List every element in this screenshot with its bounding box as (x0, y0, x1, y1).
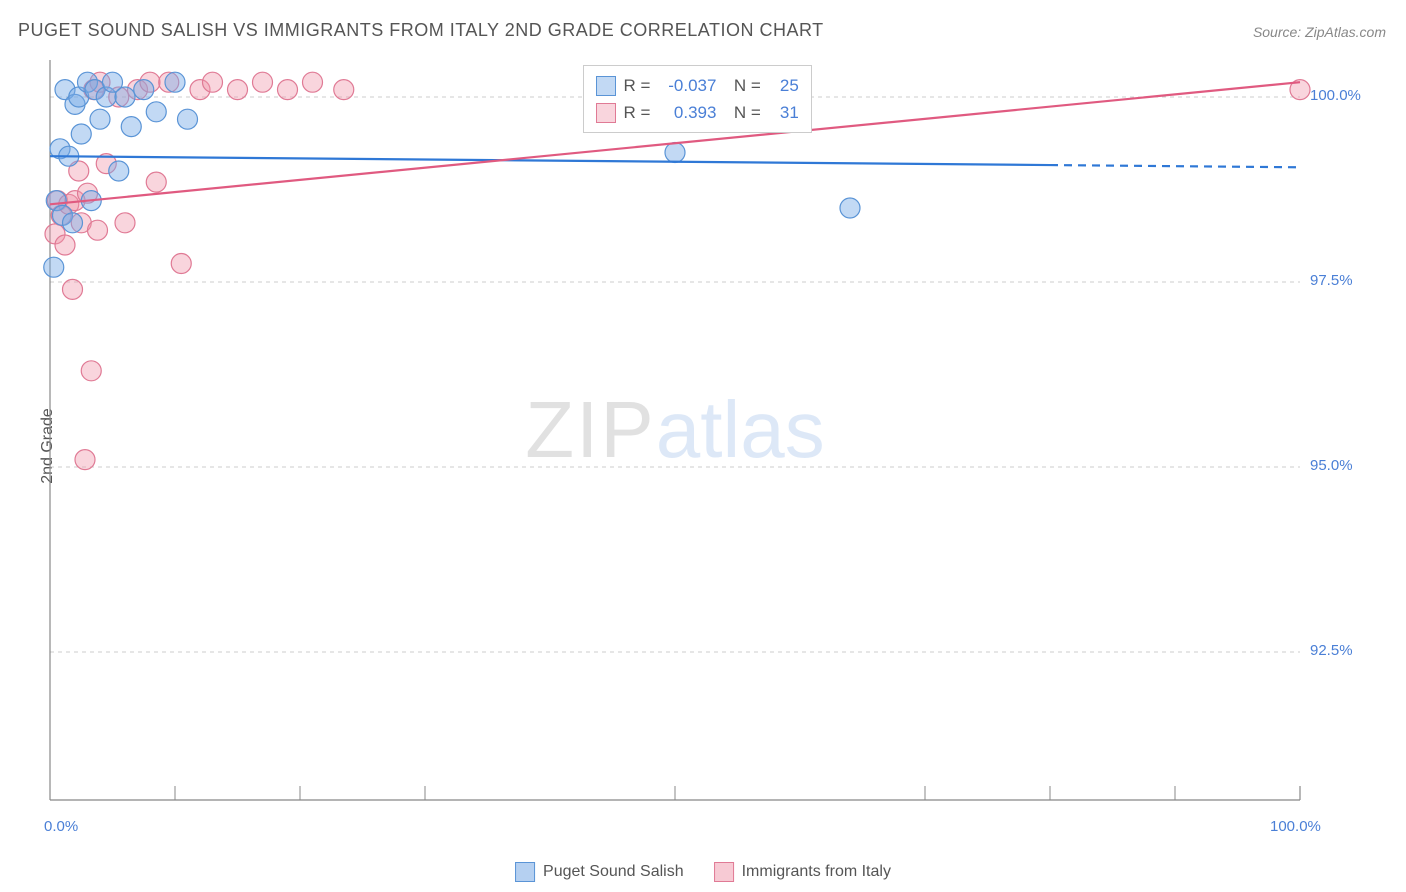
scatter-point (146, 102, 166, 122)
scatter-point (115, 87, 135, 107)
scatter-point (303, 72, 323, 92)
scatter-point (109, 161, 129, 181)
stats-n-value: 31 (769, 99, 799, 126)
y-tick-label: 92.5% (1310, 642, 1353, 659)
scatter-point (81, 361, 101, 381)
x-tick-label: 100.0% (1270, 818, 1321, 835)
scatter-point (75, 450, 95, 470)
scatter-point (121, 117, 141, 137)
scatter-point (165, 72, 185, 92)
scatter-point (115, 213, 135, 233)
y-tick-label: 97.5% (1310, 272, 1353, 289)
legend-label: Immigrants from Italy (742, 863, 891, 881)
scatter-point (55, 235, 75, 255)
stats-row: R =-0.037 N =25 (596, 72, 799, 99)
legend-label: Puget Sound Salish (543, 863, 684, 881)
scatter-point (334, 80, 354, 100)
stats-r-value: -0.037 (658, 72, 716, 99)
stats-swatch (596, 76, 616, 96)
plot-area: ZIPatlas R =-0.037 N =25R =0.393 N =31 9… (50, 60, 1300, 800)
legend-swatch (515, 862, 535, 882)
chart-title: PUGET SOUND SALISH VS IMMIGRANTS FROM IT… (18, 20, 824, 41)
x-tick-label: 0.0% (44, 818, 78, 835)
stats-r-value: 0.393 (658, 99, 716, 126)
scatter-point (90, 109, 110, 129)
stats-n-value: 25 (769, 72, 799, 99)
bottom-legend: Puget Sound Salish Immigrants from Italy (515, 862, 891, 882)
scatter-point (665, 143, 685, 163)
scatter-point (171, 254, 191, 274)
stats-row: R =0.393 N =31 (596, 99, 799, 126)
scatter-svg (50, 60, 1300, 800)
scatter-point (71, 124, 91, 144)
legend-item: Puget Sound Salish (515, 862, 684, 882)
legend-swatch (714, 862, 734, 882)
y-tick-label: 100.0% (1310, 87, 1361, 104)
scatter-point (840, 198, 860, 218)
source-attribution: Source: ZipAtlas.com (1253, 24, 1386, 40)
scatter-point (63, 279, 83, 299)
scatter-point (63, 213, 83, 233)
scatter-point (88, 220, 108, 240)
stats-swatch (596, 103, 616, 123)
scatter-point (278, 80, 298, 100)
scatter-point (253, 72, 273, 92)
legend-item: Immigrants from Italy (714, 862, 891, 882)
scatter-point (228, 80, 248, 100)
scatter-point (134, 80, 154, 100)
correlation-stats-box: R =-0.037 N =25R =0.393 N =31 (583, 65, 812, 133)
scatter-point (146, 172, 166, 192)
chart-container: PUGET SOUND SALISH VS IMMIGRANTS FROM IT… (0, 0, 1406, 892)
scatter-point (178, 109, 198, 129)
scatter-point (203, 72, 223, 92)
y-tick-label: 95.0% (1310, 457, 1353, 474)
scatter-point (44, 257, 64, 277)
